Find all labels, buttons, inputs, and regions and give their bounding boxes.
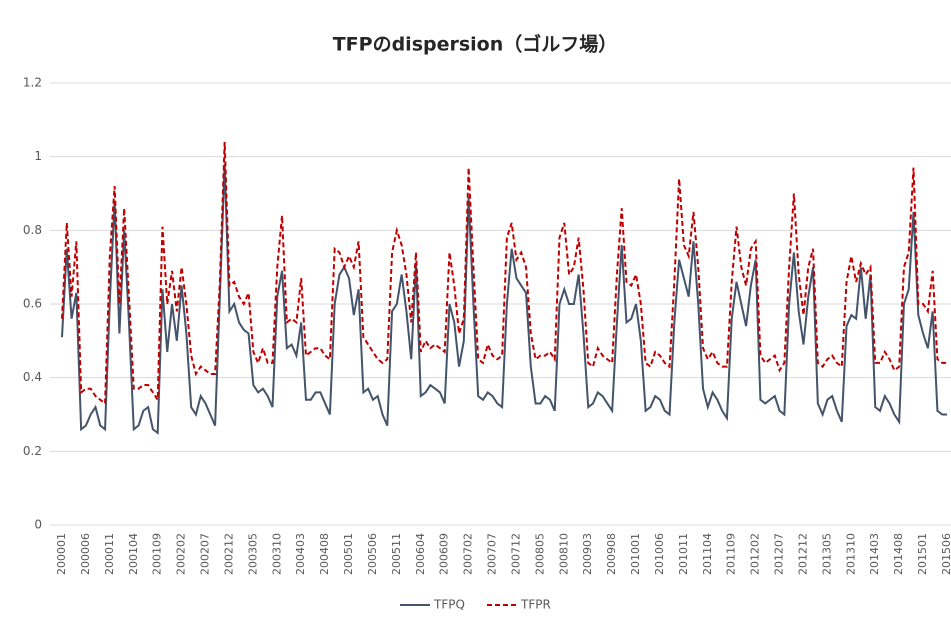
y-tick-label: 0 — [34, 518, 42, 532]
x-tick-label: 200805 — [533, 533, 546, 575]
x-tick-label: 200604 — [414, 533, 427, 575]
legend-label: TFPQ — [433, 598, 465, 612]
y-tick-label: 0.8 — [23, 223, 42, 237]
x-tick-label: 201310 — [844, 533, 857, 575]
x-tick-label: 200707 — [486, 533, 499, 575]
y-tick-label: 1.2 — [23, 76, 42, 90]
series-line — [61, 141, 947, 406]
y-tick-label: 0.2 — [23, 444, 42, 458]
series-line — [61, 163, 947, 435]
x-tick-label: 201212 — [796, 533, 809, 575]
x-tick-label: 200810 — [557, 533, 570, 575]
legend-label: TFPR — [520, 598, 551, 612]
y-tick-label: 0.4 — [23, 370, 42, 384]
x-tick-label: 200511 — [390, 533, 403, 575]
x-tick-label: 200408 — [318, 533, 331, 575]
chart-title: TFPのdispersion（ゴルフ場） — [333, 33, 618, 56]
x-tick-label: 200207 — [199, 533, 212, 575]
x-tick-label: 200609 — [438, 533, 451, 575]
x-tick-label: 200712 — [509, 533, 522, 575]
x-tick-label: 200403 — [294, 533, 307, 575]
x-tick-label: 201104 — [701, 533, 714, 575]
x-tick-label: 201305 — [820, 533, 833, 575]
x-tick-label: 201506 — [940, 533, 951, 575]
x-tick-label: 200310 — [270, 533, 283, 575]
x-tick-label: 201011 — [677, 533, 690, 575]
x-tick-label: 201109 — [725, 533, 738, 575]
x-tick-label: 200001 — [55, 533, 68, 575]
x-tick-label: 200903 — [581, 533, 594, 575]
x-tick-label: 201001 — [629, 533, 642, 575]
y-tick-label: 1 — [34, 149, 42, 163]
x-tick-label: 201403 — [868, 533, 881, 575]
x-tick-label: 200202 — [175, 533, 188, 575]
x-tick-label: 200908 — [605, 533, 618, 575]
x-tick-label: 201207 — [773, 533, 786, 575]
x-tick-label: 200506 — [366, 533, 379, 575]
x-tick-label: 200104 — [127, 533, 140, 575]
x-tick-label: 201202 — [749, 533, 762, 575]
x-tick-label: 200212 — [222, 533, 235, 575]
x-tick-label: 200305 — [246, 533, 259, 575]
y-tick-label: 0.6 — [23, 297, 42, 311]
x-tick-label: 200702 — [462, 533, 475, 575]
x-tick-label: 201006 — [653, 533, 666, 575]
x-tick-label: 200501 — [342, 533, 355, 575]
x-tick-label: 201408 — [892, 533, 905, 575]
x-tick-label: 200006 — [79, 533, 92, 575]
x-tick-label: 200011 — [103, 533, 116, 575]
x-tick-label: 201501 — [916, 533, 929, 575]
x-tick-label: 200109 — [151, 533, 164, 575]
